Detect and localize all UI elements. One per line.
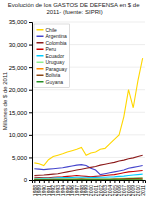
- legend-swatch: [37, 81, 44, 83]
- tick-mark: [119, 180, 120, 183]
- y-tick: 15,000: [9, 110, 32, 116]
- y-tick: 25,000: [9, 65, 32, 71]
- tick-mark: [86, 180, 87, 183]
- series-line: [34, 178, 142, 179]
- y-tick: 30,000: [9, 42, 32, 48]
- tick-mark: [48, 180, 49, 183]
- grid: [32, 22, 145, 180]
- grid-line: [32, 22, 145, 23]
- tick-mark: [44, 180, 45, 183]
- chart: Evolución de los GASTOS DE DEFENSA en $ …: [0, 0, 149, 198]
- series-line: [34, 179, 142, 180]
- axis-line: [29, 23, 33, 181]
- legend-label: Uruguay: [46, 59, 65, 65]
- legend-swatch: [37, 49, 44, 51]
- series-line: [34, 178, 142, 180]
- y-tick: 0: [24, 177, 32, 183]
- tick-mark: [138, 180, 139, 183]
- series-line: [34, 171, 142, 178]
- tick-mark: [105, 180, 106, 183]
- legend-swatch: [37, 75, 44, 77]
- legend-label: Ecuador: [46, 53, 65, 59]
- tick-mark: [91, 180, 92, 183]
- y-axis: 0 5,000 10,000 15,000 20,000 25,000 30,000 35,0…: [9, 19, 33, 183]
- y-axis-title: Millones de $ de 2011: [2, 71, 8, 130]
- tick-mark: [143, 180, 144, 183]
- tick-mark: [67, 180, 68, 183]
- tick-mark: [110, 180, 111, 183]
- tick-label: 30,000: [9, 42, 28, 48]
- tick-mark: [77, 180, 78, 183]
- tick-mark: [34, 180, 35, 183]
- tick-label: 2011: [140, 185, 146, 196]
- legend-label: Paraguay: [46, 66, 68, 72]
- tick-label: 25,000: [9, 65, 28, 71]
- legend-label: Argentina: [46, 33, 68, 39]
- tick-label: 15,000: [9, 110, 28, 116]
- tick-mark: [29, 112, 32, 113]
- legend-swatch: [37, 55, 44, 57]
- legend-label: Chile: [46, 27, 58, 33]
- tick-label: 0: [24, 177, 28, 183]
- legend-label: Colombia: [46, 40, 67, 46]
- tick-label: 20,000: [9, 87, 28, 93]
- tick-label: 10,000: [9, 132, 28, 138]
- axis-line: [33, 181, 146, 184]
- tick-label: 35,000: [9, 19, 28, 25]
- tick-label: 5,000: [12, 155, 28, 161]
- series-line: [34, 58, 142, 165]
- legend-box: [34, 24, 69, 88]
- tick-mark: [29, 180, 32, 181]
- y-tick: 35,000: [9, 19, 32, 25]
- legend-label: Guyana: [46, 79, 64, 85]
- legend-swatch: [37, 62, 44, 64]
- plot: 0 5,000 10,000 15,000 20,000 25,000 30,000 35,0…: [9, 19, 146, 196]
- grid-line: [32, 112, 145, 113]
- lines: [34, 58, 142, 180]
- tick-mark: [100, 180, 101, 183]
- legend-swatch: [37, 36, 44, 38]
- x-axis: 1988198919901991199219931994199519961997…: [32, 180, 146, 196]
- series-line: [34, 174, 142, 178]
- tick-mark: [81, 180, 82, 183]
- tick-mark: [29, 45, 32, 46]
- legend-swatch: [37, 42, 44, 44]
- tick-mark: [58, 180, 59, 183]
- tick-mark: [29, 157, 32, 158]
- y-tick: 20,000: [9, 87, 32, 93]
- tick-mark: [29, 22, 32, 23]
- grid-line: [32, 157, 145, 158]
- tick-mark: [129, 180, 130, 183]
- tick-mark: [39, 180, 40, 183]
- tick-mark: [29, 135, 32, 136]
- y-tick: 5,000: [12, 155, 32, 161]
- legend: ChileArgentinaColombiaPeruEcuadorUruguay…: [34, 24, 69, 88]
- tick-mark: [29, 90, 32, 91]
- tick-mark: [96, 180, 97, 183]
- tick-mark: [72, 180, 73, 183]
- series-line: [34, 178, 142, 179]
- legend-label: Peru: [46, 46, 57, 52]
- grid-line: [32, 134, 145, 135]
- legend-swatch: [37, 68, 44, 70]
- tick-mark: [53, 180, 54, 183]
- tick-mark: [29, 67, 32, 68]
- title: Evolución de los GASTOS DE DEFENSA en $ …: [8, 2, 141, 15]
- tick-mark: [63, 180, 64, 183]
- x-tick: 2011: [140, 180, 146, 196]
- legend-swatch: [37, 29, 44, 31]
- tick-mark: [133, 180, 134, 183]
- tick-mark: [114, 180, 115, 183]
- legend-label: Bolivia: [46, 72, 61, 78]
- y-tick: 10,000: [9, 132, 32, 138]
- series-line: [34, 165, 142, 175]
- tick-mark: [124, 180, 125, 183]
